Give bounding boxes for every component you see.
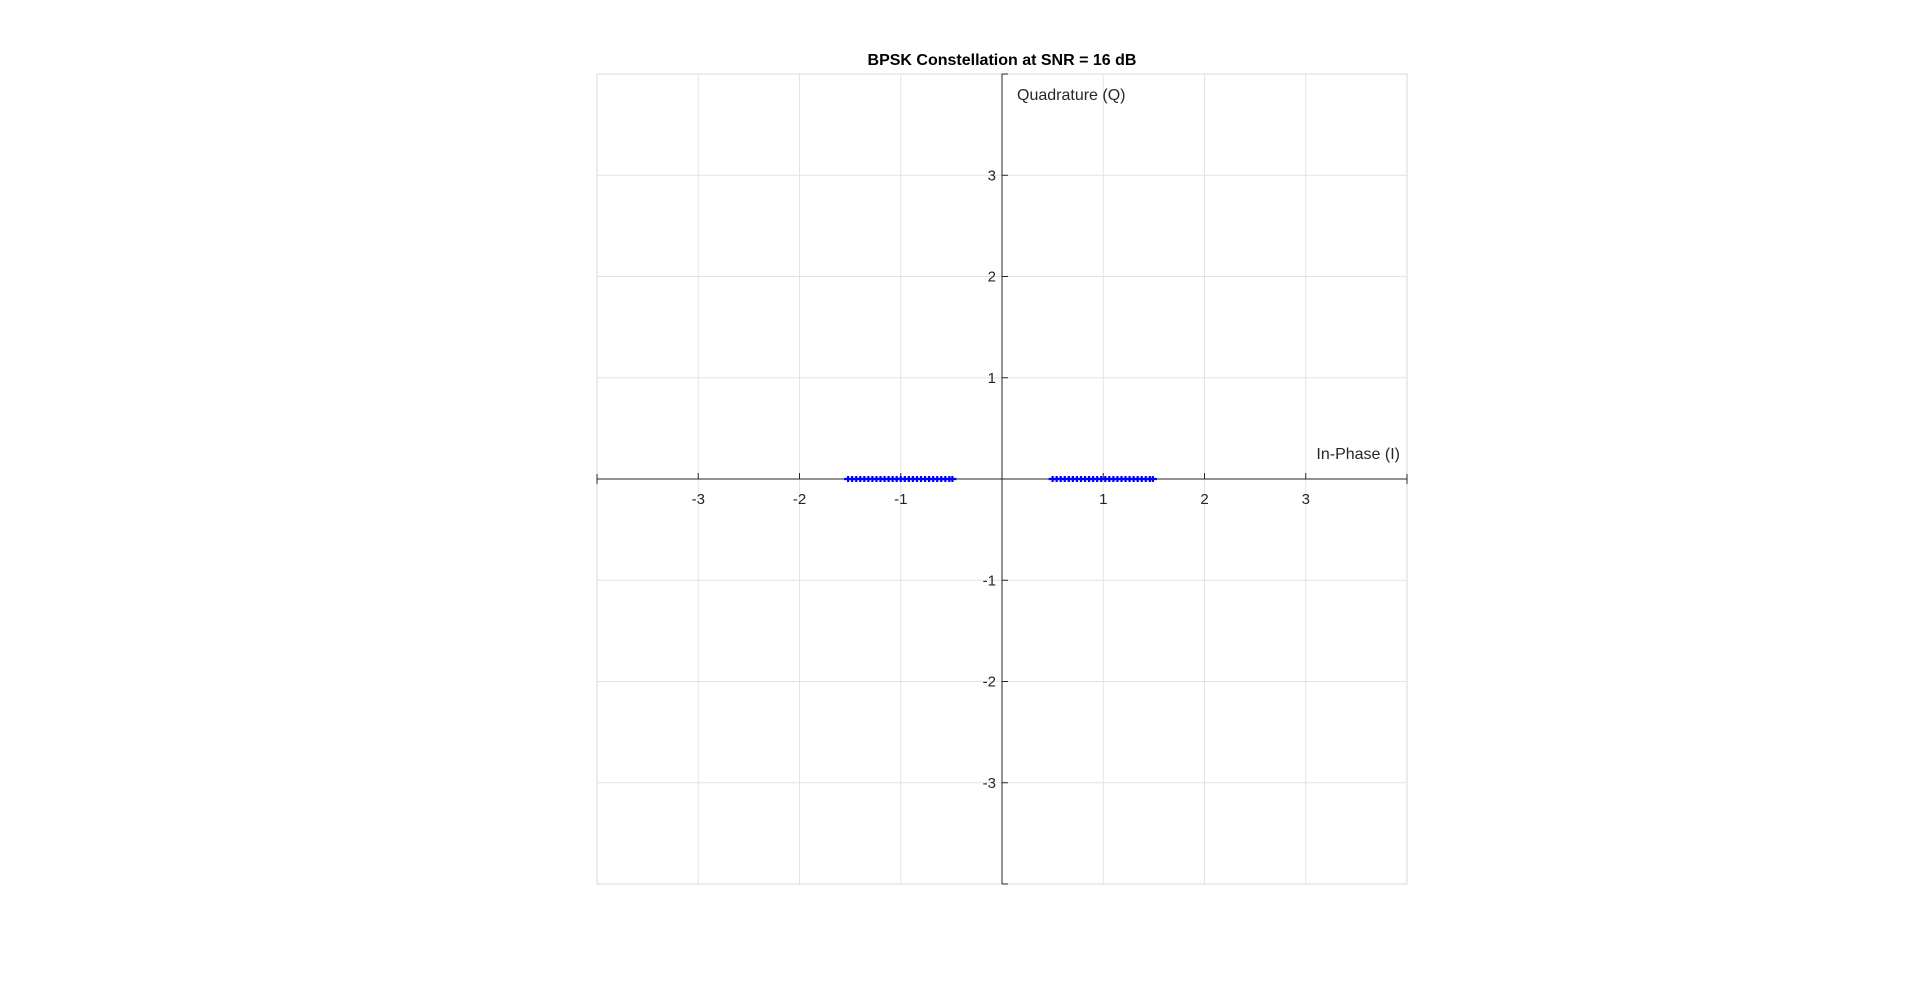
data-point bbox=[948, 476, 957, 482]
x-tick-label: -1 bbox=[894, 491, 907, 508]
data-series bbox=[844, 476, 1157, 482]
x-tick-label: -3 bbox=[692, 491, 705, 508]
y-tick-label: 3 bbox=[988, 167, 996, 184]
y-tick-label: 2 bbox=[988, 269, 996, 286]
y-axis-label: Quadrature (Q) bbox=[1017, 87, 1125, 104]
y-tick-label: -1 bbox=[983, 572, 996, 589]
x-axis-label: In-Phase (I) bbox=[1316, 446, 1400, 463]
x-tick-label: -2 bbox=[793, 491, 806, 508]
data-point bbox=[1148, 476, 1157, 482]
y-tick-label: 1 bbox=[988, 370, 996, 387]
y-tick-label: -3 bbox=[983, 775, 996, 792]
x-tick-label: 3 bbox=[1302, 491, 1310, 508]
x-tick-label: 1 bbox=[1099, 491, 1107, 508]
chart-title: BPSK Constellation at SNR = 16 dB bbox=[868, 52, 1137, 69]
axes bbox=[596, 73, 1408, 885]
x-tick-label: 2 bbox=[1200, 491, 1208, 508]
ticks: -3 -2 -1 1 2 3 3 2 1 -1 -2 -3 bbox=[692, 167, 1310, 792]
y-tick-label: -2 bbox=[983, 674, 996, 691]
